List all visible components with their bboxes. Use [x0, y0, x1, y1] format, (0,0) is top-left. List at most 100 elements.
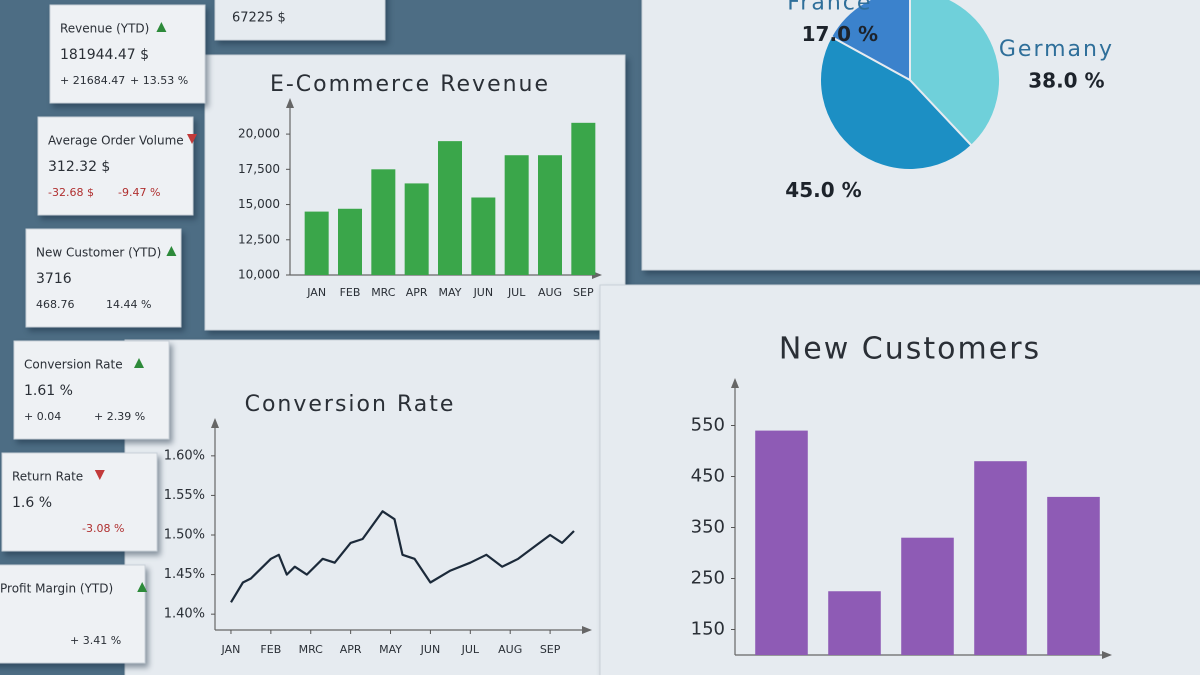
- x-tick-label: FEB: [340, 286, 361, 299]
- pie-label: Germany: [999, 37, 1114, 62]
- y-tick-label: 1.55%: [164, 488, 205, 503]
- x-tick-label: FEB: [260, 643, 281, 656]
- kpi-change-pct: + 13.53 %: [130, 74, 188, 87]
- trend-arrow: [94, 470, 105, 480]
- x-tick-label: APR: [406, 286, 428, 299]
- bar: [538, 155, 562, 275]
- bar: [471, 197, 496, 275]
- y-tick-label: 17,500: [238, 162, 280, 176]
- bar: [974, 461, 1027, 655]
- kpi-title: Revenue (YTD): [60, 22, 149, 36]
- kpi-title: Profit Margin (YTD): [0, 582, 113, 596]
- bar: [404, 183, 429, 275]
- pie-slice: [909, 0, 1001, 148]
- y-tick-label: 15,000: [238, 197, 280, 211]
- x-tick-label: MAY: [439, 286, 462, 299]
- x-tick-label: JUL: [461, 643, 480, 656]
- x-tick-label: AUG: [538, 286, 562, 299]
- kpi-title: New Customer (YTD): [36, 246, 161, 260]
- y-tick-label: 350: [691, 517, 725, 538]
- x-tick-label: APR: [340, 643, 362, 656]
- trend-arrow: [137, 582, 148, 592]
- kpi-value: 3716: [36, 271, 72, 287]
- y-tick-label: 1.50%: [164, 528, 205, 543]
- pie-value-label: 17.0 %: [802, 22, 878, 46]
- kpi-value: 181944.47 $: [60, 47, 149, 63]
- trend-arrow: [156, 22, 167, 32]
- pie-label: France: [787, 0, 872, 16]
- x-tick-label: MAY: [379, 643, 402, 656]
- top-card: [214, 0, 386, 41]
- axis-arrow: [731, 378, 739, 388]
- pie-slice: [829, 0, 911, 82]
- kpi-card: [13, 340, 170, 440]
- kpi-change: + 0.04: [24, 410, 61, 423]
- x-tick-label: AUG: [498, 643, 522, 656]
- x-tick-label: JUN: [420, 643, 441, 656]
- x-tick-label: SEP: [540, 643, 561, 656]
- y-tick-label: 250: [691, 568, 725, 589]
- y-tick-label: 12,500: [238, 232, 280, 246]
- kpi-value: 312.32 $: [48, 159, 110, 175]
- y-tick-label: 150: [691, 619, 725, 640]
- pie-value-label: 38.0 %: [1028, 69, 1104, 93]
- kpi-value: 1.6 %: [12, 495, 52, 511]
- bar: [571, 122, 596, 276]
- chart-title: E-Commerce Revenue: [270, 72, 550, 97]
- bar: [755, 430, 808, 655]
- bar: [1047, 496, 1100, 655]
- line-series: [230, 510, 575, 603]
- kpi-card: [0, 564, 146, 664]
- kpi-column: Revenue (YTD) 181944.47 $ + 21684.47 + 13.5…: [0, 4, 206, 664]
- pie-value-label: 45.0 %: [785, 178, 861, 202]
- bar: [304, 211, 329, 275]
- y-tick-label: 10,000: [238, 268, 280, 282]
- x-tick-label: SEP: [573, 286, 594, 299]
- bar: [338, 208, 362, 275]
- kpi-title: Average Order Volume: [48, 134, 184, 148]
- trend-arrow: [187, 134, 197, 144]
- chart-title: Conversion Rate: [245, 392, 456, 417]
- kpi-card: [49, 4, 206, 104]
- kpi-title: Conversion Rate: [24, 358, 123, 372]
- pie-slice: [819, 35, 974, 171]
- kpi-value: 1.61 %: [24, 383, 73, 399]
- y-tick-label: 450: [691, 466, 725, 487]
- bar: [901, 537, 954, 655]
- kpi-change-pct: -3.08 %: [82, 522, 124, 535]
- kpi-card: [25, 228, 182, 328]
- conversion-panel: [124, 339, 611, 675]
- axis-arrow: [582, 626, 592, 634]
- kpi-change: + 21684.47: [60, 74, 125, 87]
- y-tick-label: 1.45%: [164, 567, 205, 582]
- x-tick-label: JAN: [221, 643, 241, 656]
- axis-arrow: [1102, 651, 1112, 659]
- x-tick-label: MRC: [371, 286, 396, 299]
- x-tick-label: JAN: [306, 286, 326, 299]
- x-tick-label: MRC: [299, 643, 324, 656]
- kpi-change: -32.68 $: [48, 186, 94, 199]
- bar: [438, 141, 462, 275]
- y-tick-label: 550: [691, 415, 725, 436]
- kpi-change-pct: + 3.41 %: [70, 634, 121, 647]
- kpi-change: 468.76: [36, 298, 75, 311]
- kpi-change-pct: 14.44 %: [106, 298, 151, 311]
- y-tick-label: 1.40%: [164, 607, 205, 622]
- kpi-change-pct: -9.47 %: [118, 186, 160, 199]
- chart-title: New Customers: [779, 332, 1041, 367]
- kpi-change-pct: + 2.39 %: [94, 410, 145, 423]
- x-tick-label: JUL: [507, 286, 526, 299]
- axis-arrow: [286, 98, 294, 108]
- trend-arrow: [166, 246, 177, 256]
- top-card-value: 67225 $: [232, 11, 286, 26]
- bar: [504, 155, 529, 275]
- bar: [371, 169, 396, 275]
- kpi-card: [37, 116, 194, 216]
- axis-arrow: [211, 418, 219, 428]
- y-tick-label: 20,000: [238, 127, 280, 141]
- kpi-title: Return Rate: [12, 470, 83, 484]
- kpi-card: [1, 452, 158, 552]
- y-tick-label: 1.60%: [164, 448, 205, 463]
- bar: [828, 591, 881, 655]
